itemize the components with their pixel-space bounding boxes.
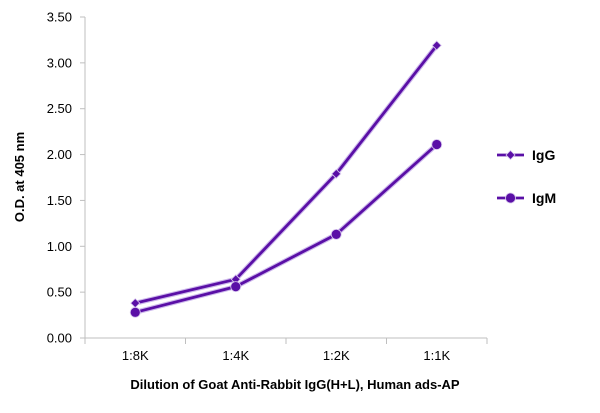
legend-swatch-marker bbox=[505, 149, 516, 161]
y-tick-label: 1.50 bbox=[47, 193, 72, 208]
legend-item-igm: IgM bbox=[497, 190, 556, 206]
y-axis-title: O.D. at 405 nm bbox=[12, 132, 27, 222]
data-point-igm bbox=[230, 281, 242, 293]
series-igm bbox=[129, 139, 443, 318]
data-point-igm bbox=[431, 139, 443, 150]
legend-label: IgG bbox=[532, 147, 555, 163]
data-point-igm bbox=[129, 306, 141, 318]
data-point-igm bbox=[330, 228, 342, 240]
y-tick-label: 2.00 bbox=[47, 147, 72, 162]
series-line-halo bbox=[132, 42, 440, 306]
y-tick-label: 3.50 bbox=[47, 10, 72, 25]
data-point-igg bbox=[431, 40, 442, 51]
x-axis-title: Dilution of Goat Anti-Rabbit IgG(H+L), H… bbox=[130, 377, 460, 392]
y-tick-label: 1.00 bbox=[47, 239, 72, 254]
series-line bbox=[133, 44, 439, 305]
legend-item-igg: IgG bbox=[497, 147, 555, 163]
legend-swatch-marker bbox=[505, 192, 516, 204]
series-igg bbox=[130, 40, 442, 309]
y-tick-label: 3.00 bbox=[47, 55, 72, 70]
x-tick-label: 1:2K bbox=[323, 348, 350, 363]
legend-label: IgM bbox=[532, 190, 556, 206]
y-tick-label: 0.50 bbox=[47, 285, 72, 300]
data-point-igg bbox=[331, 168, 342, 179]
x-tick-label: 1:1K bbox=[423, 348, 450, 363]
y-tick-label: 2.50 bbox=[47, 101, 72, 116]
x-tick-label: 1:4K bbox=[222, 348, 249, 363]
x-tick-label: 1:8K bbox=[122, 348, 149, 363]
y-tick-label: 0.00 bbox=[47, 331, 72, 346]
series-line bbox=[133, 143, 439, 314]
